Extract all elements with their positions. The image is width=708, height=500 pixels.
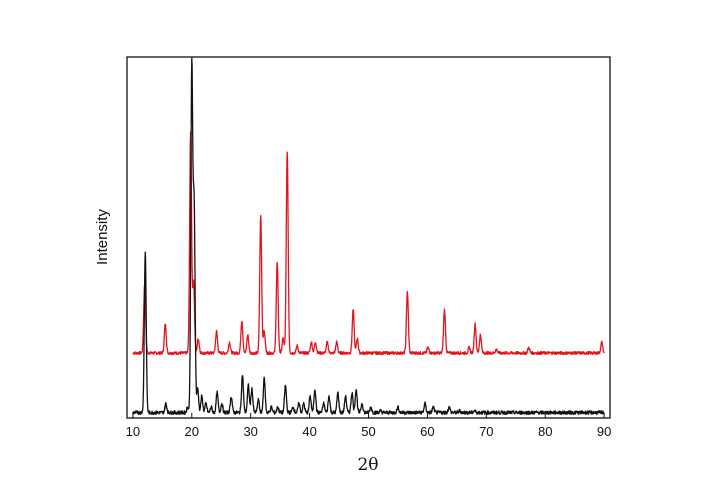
x-tick-label: 60: [420, 424, 434, 439]
x-tick-label: 90: [597, 424, 611, 439]
x-tick-label: 70: [479, 424, 493, 439]
x-tick-label: 30: [243, 424, 257, 439]
x-tick-label: 20: [185, 424, 199, 439]
series-line-black: [132, 57, 605, 416]
x-tick-label: 10: [126, 424, 140, 439]
y-axis-title: Intensity: [94, 209, 111, 265]
plot-frame: [126, 56, 611, 419]
series-line-red: [132, 131, 605, 356]
x-ticks: 10 20 30 40 50 60 70 80 90: [126, 413, 611, 439]
series-layer: [132, 57, 605, 416]
x-tick-label: 50: [361, 424, 375, 439]
x-tick-label: 40: [302, 424, 316, 439]
x-axis-title: 2θ: [357, 455, 378, 475]
x-tick-label: 80: [538, 424, 552, 439]
